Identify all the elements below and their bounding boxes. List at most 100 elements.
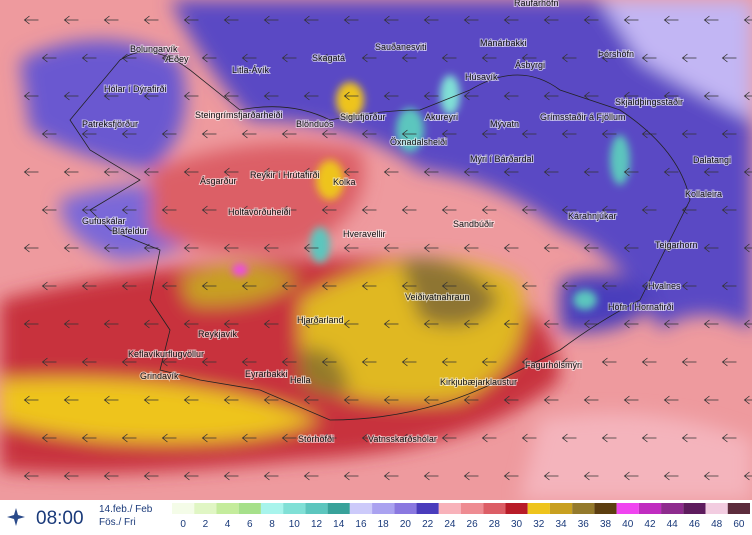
wind-arrow [401,281,417,291]
wind-arrow [561,357,577,367]
legend: 0 2 4 6 8 10 12 14 16 18 20 22 24 26 28 30 32 34 36 38 40 42 4… [172,503,750,530]
legend-label: 38 [600,519,612,530]
wind-arrow [561,433,577,443]
wind-arrow [703,319,719,329]
wind-arrow [623,243,639,253]
wind-arrow [103,167,119,177]
wind-arrow [721,357,737,367]
wind-arrow [223,395,239,405]
place-label: Æðey [165,54,189,64]
wind-arrow [223,243,239,253]
wind-arrow [623,91,639,101]
wind-arrow [601,433,617,443]
place-label: Teigarhorn [655,240,698,250]
legend-label: 16 [355,519,367,530]
wind-arrow [223,319,239,329]
legend-swatch [594,503,617,514]
wind-arrow [63,471,79,481]
wind-arrow [663,91,679,101]
legend-label: 18 [378,519,390,530]
legend-swatch [238,503,261,514]
wind-arrow [263,91,279,101]
place-label: Sandbúðir [453,219,494,229]
wind-arrow [703,167,719,177]
place-label: Mýri í Bárðardal [470,154,534,164]
legend-label: 40 [622,519,634,530]
legend-label: 6 [247,519,253,530]
wind-arrow [521,205,537,215]
wind-arrow [503,243,519,253]
wind-arrow [503,319,519,329]
place-label: Ásgarður [200,176,237,186]
wind-arrow [281,433,297,443]
wind-arrow [481,357,497,367]
wind-arrow [481,281,497,291]
wind-arrow [361,205,377,215]
wind-arrow [241,53,257,63]
wind-arrow [721,129,737,139]
wind-arrow [103,471,119,481]
legend-swatch [438,503,461,514]
legend-label: 48 [711,519,723,530]
wind-arrow [543,243,559,253]
wind-arrow [321,433,337,443]
legend-label: 0 [180,519,186,530]
wind-arrow [463,91,479,101]
place-label: Litla-Ávík [232,65,270,75]
wind-arrow [663,167,679,177]
wind-arrow [543,395,559,405]
wind-arrow [401,357,417,367]
wind-arrow [561,281,577,291]
wind-arrow [703,471,719,481]
wind-arrow [183,471,199,481]
wind-arrow [121,205,137,215]
wind-arrow [383,395,399,405]
legend-swatch [505,503,528,514]
wind-arrow [63,319,79,329]
wind-arrow [241,129,257,139]
legend-swatch [372,503,395,514]
legend-swatch [638,503,662,514]
wind-arrow [423,167,439,177]
wind-arrow [423,91,439,101]
legend-label: 46 [689,519,701,530]
wind-arrow [681,433,697,443]
wind-arrow [543,91,559,101]
wind-arrow [321,281,337,291]
wind-arrow [463,243,479,253]
wind-arrow [681,281,697,291]
place-label: Mánárbakki [480,38,527,48]
wind-arrow [303,395,319,405]
wind-arrow [583,15,599,25]
place-label: Húsavík [465,72,498,82]
wind-arrow [721,281,737,291]
wind-arrow [81,53,97,63]
wind-arrow [481,205,497,215]
place-label: Keflavíkurflugvöllur [128,349,204,359]
wind-arrow [143,471,159,481]
wind-arrow [183,167,199,177]
wind-map: Raufarhöfn Bolungarvík Æðey Hólar í Dýra… [0,0,752,500]
wind-arrow [623,395,639,405]
wind-arrow [343,395,359,405]
wind-arrow [641,53,657,63]
wind-arrow [743,91,752,101]
wind-arrow [161,281,177,291]
wind-arrow [623,471,639,481]
wind-arrow [441,129,457,139]
legend-swatch [705,503,728,514]
legend-swatch [349,503,373,514]
wind-arrow [23,471,39,481]
wind-arrow [423,15,439,25]
legend-swatch [727,503,750,514]
wind-arrow [543,15,559,25]
wind-arrow [623,167,639,177]
legend-swatch [572,503,595,514]
legend-swatch [461,503,484,514]
place-label: Mývatn [490,119,519,129]
legend-swatch [305,503,328,514]
wind-arrow [223,471,239,481]
wind-arrow [463,319,479,329]
legend-swatch [616,503,639,514]
weekday: Fös./ Fri [99,517,136,528]
